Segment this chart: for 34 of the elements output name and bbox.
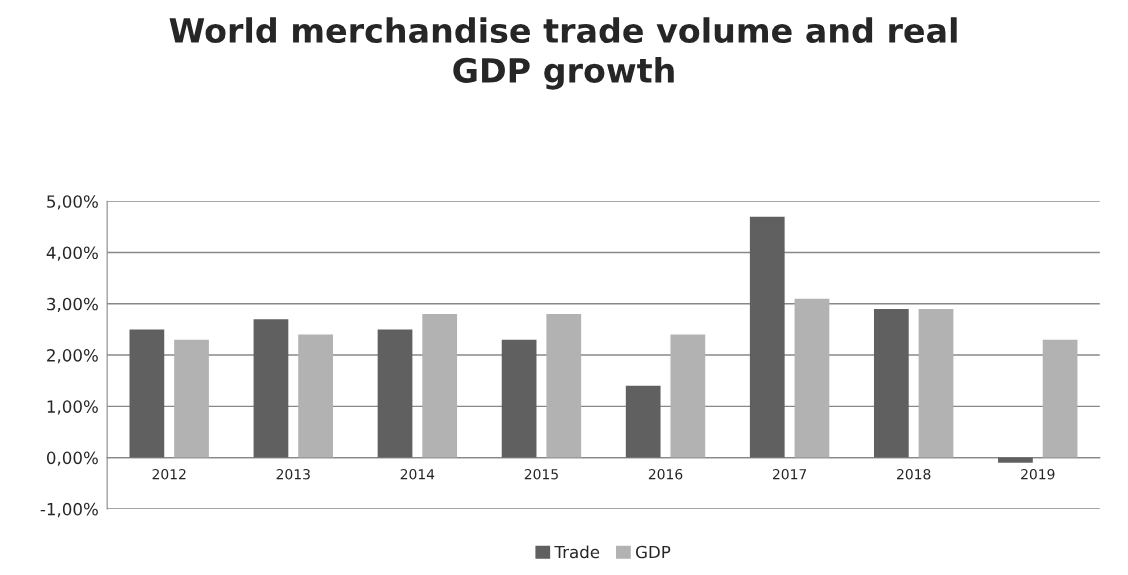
bar — [546, 314, 582, 458]
y-tick-label: -1,00% — [40, 502, 98, 518]
x-tick-label: 2017 — [772, 468, 807, 480]
bar — [129, 329, 165, 458]
bar — [501, 339, 537, 458]
y-tick-label: 4,00% — [46, 246, 98, 261]
x-tick-label: 2019 — [1021, 468, 1055, 480]
bar — [253, 319, 289, 458]
bar — [1042, 339, 1078, 458]
bar — [377, 329, 413, 458]
chart-title: World merchandise trade volume and real GDP growth — [169, 17, 957, 90]
legend-label: GDP — [635, 545, 671, 559]
bar — [998, 457, 1033, 463]
x-tick-label: 2018 — [897, 468, 931, 480]
bar — [670, 334, 706, 458]
x-tick-label: 2016 — [648, 468, 683, 480]
y-tick-label: 0,00% — [46, 451, 98, 466]
bar — [298, 334, 333, 458]
x-tick-label: 2015 — [524, 468, 558, 480]
x-tick-label: 2014 — [400, 468, 435, 480]
legend-label: Trade — [554, 545, 600, 559]
bar — [749, 216, 785, 458]
bar — [918, 308, 954, 458]
y-tick-label: 1,00% — [47, 400, 98, 415]
bar — [794, 298, 830, 458]
x-tick-label: 2013 — [276, 468, 310, 480]
y-tick-label: 3,00% — [47, 297, 98, 313]
bar — [174, 339, 209, 458]
bar — [873, 308, 909, 458]
y-tick-label: 5,00% — [47, 195, 98, 210]
bar — [625, 385, 661, 458]
x-tick-label: 2012 — [152, 468, 186, 480]
bar — [422, 314, 458, 458]
y-tick-label: 2,00% — [47, 349, 98, 364]
